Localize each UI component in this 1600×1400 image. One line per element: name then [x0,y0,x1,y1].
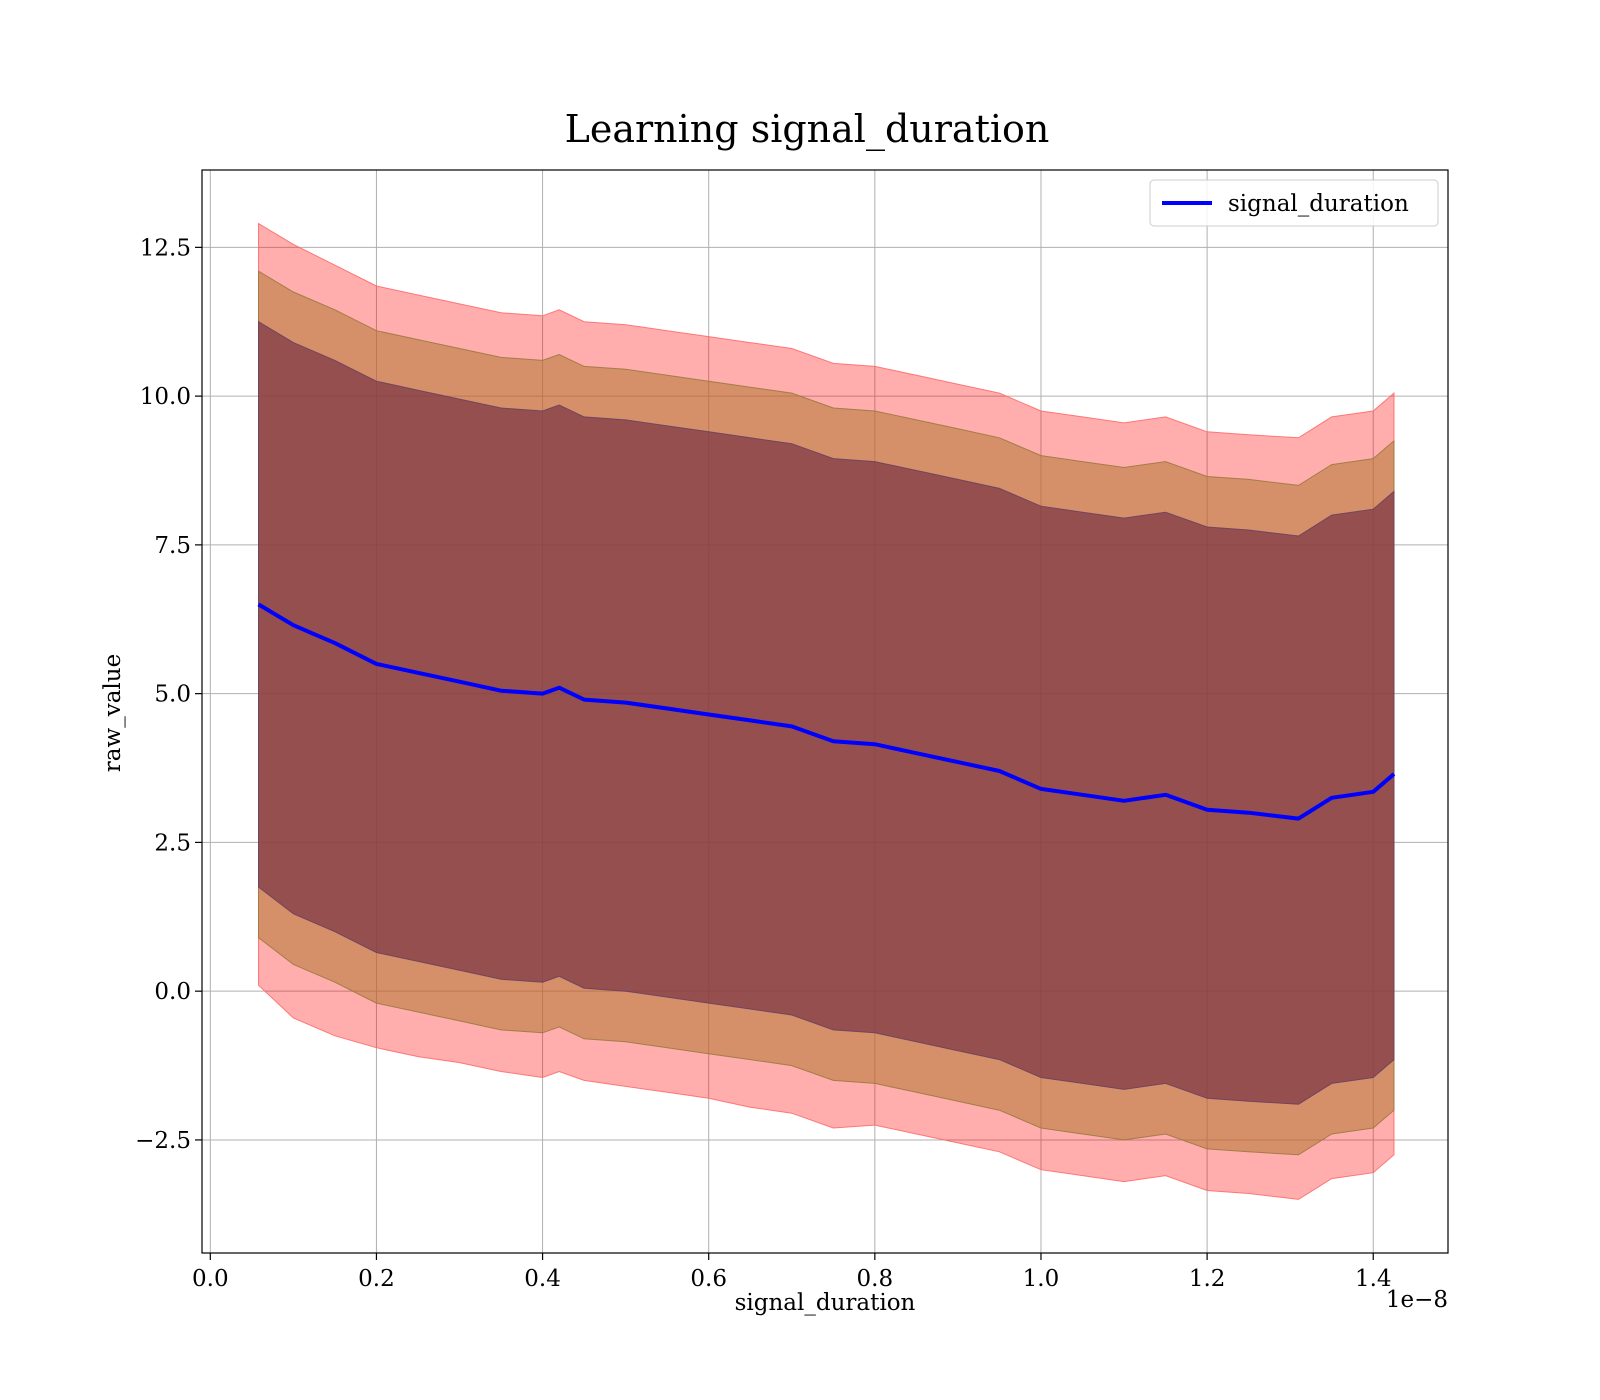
y-tick-label-6: 12.5 [140,235,191,261]
y-axis-label: raw_value [100,654,126,772]
series-lines [257,602,1396,821]
x-tick-label-1: 0.2 [358,1266,395,1292]
x-tick-label-7: 1.4 [1355,1266,1392,1292]
x-tick-label-6: 1.2 [1189,1266,1226,1292]
series-line-0 [257,602,1396,821]
x-tick-label-3: 0.6 [690,1266,727,1292]
y-tick-label-0: −2.5 [135,1128,191,1154]
x-tick-label-4: 0.8 [857,1266,894,1292]
x-axis-ticks: 0.0 0.2 0.4 0.6 0.8 1.0 1.2 1.4 [192,1253,1392,1292]
y-tick-label-3: 5.0 [154,682,191,708]
y-axis-ticks: −2.5 0.0 2.5 5.0 7.5 10.0 12.5 [135,235,202,1154]
legend-entry: signal_duration [1228,191,1409,217]
y-tick-label-5: 10.0 [140,384,191,410]
chart-title: Learning signal_duration [565,107,1050,152]
legend: signal_duration [1149,179,1439,227]
x-tick-label-0: 0.0 [192,1266,229,1292]
x-axis-label: signal_duration [735,1290,916,1316]
plot-frame [201,169,1449,1254]
confidence-bands [258,222,1395,1200]
y-tick-label-1: 0.0 [154,979,191,1005]
x-tick-label-5: 1.0 [1023,1266,1060,1292]
band-inner-0 [258,320,1395,1105]
y-tick-label-2: 2.5 [154,830,191,856]
y-tick-label-4: 7.5 [154,533,191,559]
legend-box [1149,179,1439,227]
x-tick-label-2: 0.4 [524,1266,561,1292]
x-axis-offset-label: 1e−8 [1386,1287,1448,1313]
